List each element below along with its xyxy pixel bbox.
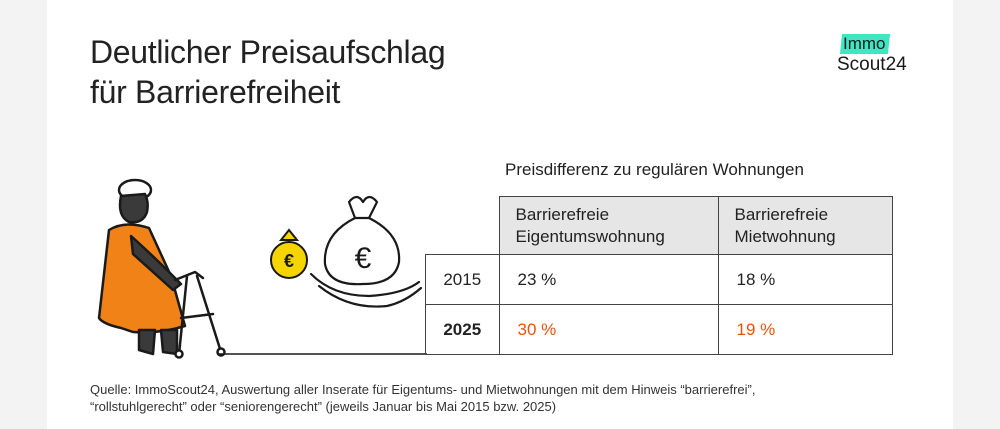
immoscout24-logo: Immo Scout24 [837,34,909,76]
source-note: Quelle: ImmoScout24, Auswertung aller In… [90,381,890,415]
value-ownership-2025: 30 % [498,304,719,355]
table-row: 2015 23 % 18 % [425,254,893,305]
title-line-2: für Barrierefreiheit [90,74,341,110]
coin-bag-icon: € [270,228,308,279]
column-header-rental-line-1: Barrierefreie [734,204,829,224]
column-header-ownership: Barrierefreie Eigentumswohnung [498,196,719,255]
illustration: € € [97,178,427,359]
coin-euro-symbol: € [284,251,294,271]
year-cell-2015: 2015 [425,254,500,305]
logo-line-2: Scout24 [837,54,907,75]
senior-with-walker-icon [97,178,226,359]
price-table: Barrierefreie Eigentumswohnung Barrieref… [425,196,893,355]
column-header-ownership-line-2: Eigentumswohnung [515,226,665,246]
bag-euro-symbol: € [355,242,372,275]
table-corner-cell [425,196,500,255]
value-ownership-2015: 23 % [498,254,719,305]
table-caption: Preisdifferenz zu regulären Wohnungen [505,160,804,179]
infographic-card: Deutlicher Preisaufschlag für Barrierefr… [47,0,953,429]
page-title: Deutlicher Preisaufschlag für Barrierefr… [90,32,446,112]
table-header-row: Barrierefreie Eigentumswohnung Barrieref… [425,196,893,255]
table-row: 2025 30 % 19 % [425,304,893,355]
year-cell-2025: 2025 [425,304,500,355]
value-rental-2025: 19 % [717,304,893,355]
title-line-1: Deutlicher Preisaufschlag [90,34,446,70]
source-line-1: Quelle: ImmoScout24, Auswertung aller In… [90,382,756,397]
source-line-2: “rollstuhlgerecht” oder “seniorengerecht… [90,399,557,414]
logo-line-1: Immo [843,34,886,53]
money-bag-in-hand-icon: € [309,195,423,308]
value-rental-2015: 18 % [717,254,893,305]
column-header-ownership-line-1: Barrierefreie [515,204,610,224]
column-header-rental-line-2: Mietwohnung [734,226,836,246]
column-header-rental: Barrierefreie Mietwohnung [717,196,893,255]
